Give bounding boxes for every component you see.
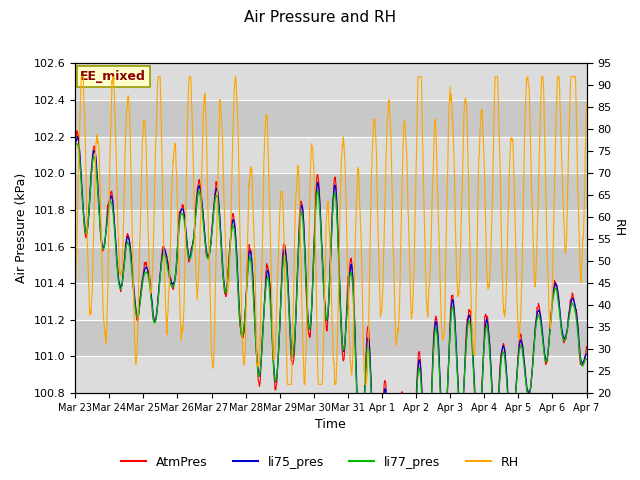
Bar <box>75 100 587 137</box>
Bar <box>75 247 587 283</box>
Bar <box>75 137 587 173</box>
Bar <box>75 283 587 320</box>
X-axis label: Time: Time <box>316 419 346 432</box>
Legend: AtmPres, li75_pres, li77_pres, RH: AtmPres, li75_pres, li77_pres, RH <box>116 451 524 474</box>
Bar <box>75 63 587 100</box>
Bar <box>75 320 587 357</box>
Y-axis label: Air Pressure (kPa): Air Pressure (kPa) <box>15 173 28 283</box>
Text: EE_mixed: EE_mixed <box>80 70 146 83</box>
Text: Air Pressure and RH: Air Pressure and RH <box>244 10 396 24</box>
Bar <box>75 173 587 210</box>
Y-axis label: RH: RH <box>612 219 625 237</box>
Bar <box>75 210 587 247</box>
Bar <box>75 357 587 393</box>
